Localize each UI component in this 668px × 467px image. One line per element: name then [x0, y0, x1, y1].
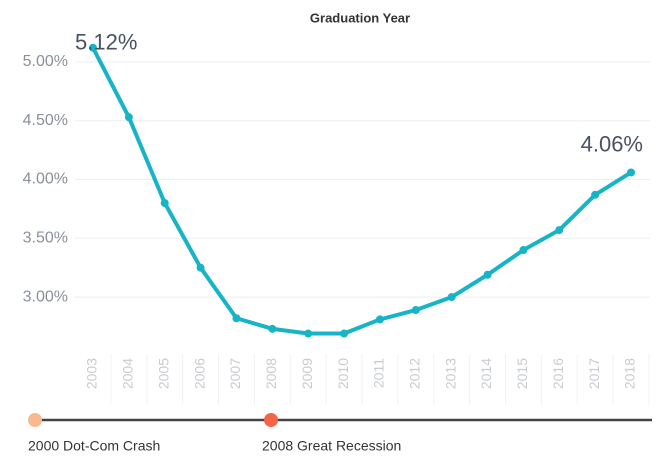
- x-tick-label: 2012: [407, 358, 423, 389]
- x-tick-label: 2006: [191, 358, 207, 389]
- data-line: [91, 46, 633, 336]
- data-point: [124, 113, 133, 122]
- x-tick-label: 2003: [84, 358, 100, 389]
- y-tick-label: 5.00%: [23, 53, 68, 70]
- x-tick-label: 2018: [622, 358, 638, 389]
- data-point: [519, 246, 528, 255]
- x-tick-label: 2004: [120, 358, 136, 389]
- data-point: [411, 306, 420, 315]
- x-tick-label: 2005: [155, 358, 171, 389]
- data-point: [375, 315, 384, 324]
- data-point: [160, 199, 169, 208]
- timeline-dot[interactable]: [264, 413, 278, 427]
- data-point: [591, 190, 600, 199]
- y-tick-label: 3.50%: [23, 230, 68, 247]
- x-tick-label: 2007: [227, 358, 243, 389]
- data-point: [196, 263, 205, 272]
- data-point: [268, 324, 277, 333]
- data-point: [483, 270, 492, 279]
- timeline-dot[interactable]: [28, 413, 42, 427]
- x-tick-label: 2017: [586, 358, 602, 389]
- y-tick-label: 3.00%: [23, 288, 68, 305]
- x-tick-label: 2010: [335, 358, 351, 389]
- timeline-label: 2008 Great Recession: [262, 438, 401, 454]
- data-point: [555, 226, 564, 235]
- timeline-label: 2000 Dot-Com Crash: [28, 438, 160, 454]
- y-tick-label: 4.00%: [23, 171, 68, 188]
- data-point: [627, 168, 635, 177]
- x-tick-label: 2016: [550, 358, 566, 389]
- data-point: [447, 293, 456, 302]
- data-point: [232, 314, 241, 323]
- y-tick-label: 4.50%: [23, 112, 68, 129]
- x-tick-label: 2008: [263, 358, 279, 389]
- x-tick-label: 2009: [299, 358, 315, 389]
- x-tick-label: 2015: [514, 358, 530, 389]
- value-label: 4.06%: [581, 131, 643, 156]
- value-label: 5.12%: [75, 30, 137, 55]
- data-point: [304, 329, 313, 338]
- x-tick-label: 2013: [442, 358, 458, 389]
- data-point: [89, 43, 97, 52]
- chart-title: Graduation Year: [310, 10, 410, 25]
- x-tick-label: 2011: [371, 358, 387, 388]
- data-point: [340, 329, 349, 338]
- x-tick-label: 2014: [478, 358, 494, 389]
